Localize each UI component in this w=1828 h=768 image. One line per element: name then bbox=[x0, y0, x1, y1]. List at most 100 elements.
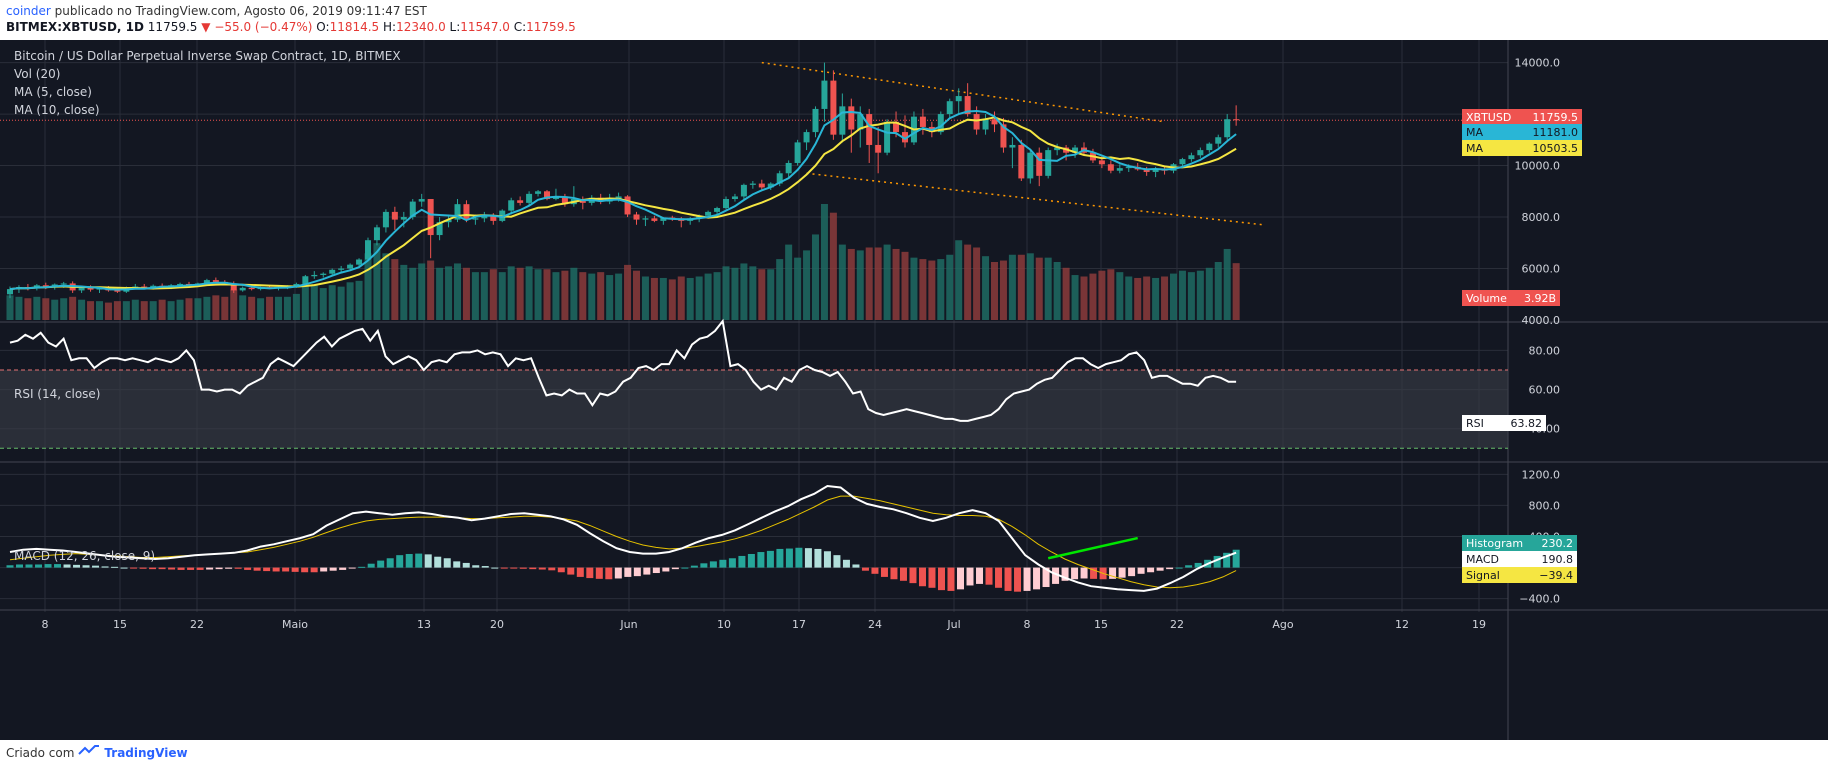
volume-bar bbox=[525, 266, 533, 320]
volume-bar bbox=[1089, 273, 1097, 320]
ma5-line bbox=[9, 109, 1237, 291]
time-tick-label: 19 bbox=[1472, 618, 1486, 631]
macd-histogram-bar bbox=[1147, 567, 1155, 573]
volume-bar bbox=[149, 301, 157, 320]
candle-body bbox=[723, 199, 729, 209]
macd-histogram-bar bbox=[871, 567, 879, 574]
candle-body bbox=[902, 132, 908, 143]
candle-body bbox=[1027, 152, 1034, 179]
rsi-tick-label: 60.00 bbox=[1529, 384, 1561, 397]
volume-bar bbox=[919, 259, 927, 320]
macd-histogram-bar bbox=[1071, 567, 1079, 580]
time-tick-label: 24 bbox=[868, 618, 882, 631]
legend-ma10: MA (10, close) bbox=[14, 103, 100, 117]
high-label: H: bbox=[383, 20, 397, 34]
author-link[interactable]: coinder bbox=[6, 4, 51, 18]
volume-bar bbox=[1116, 272, 1124, 320]
candle-body bbox=[87, 287, 94, 290]
macd-histogram-bar bbox=[833, 555, 841, 568]
volume-bar bbox=[24, 298, 32, 320]
trendline-lower bbox=[806, 172, 1264, 226]
volume-bar bbox=[740, 263, 748, 320]
candle-body bbox=[1206, 143, 1213, 151]
candle-body bbox=[973, 114, 980, 130]
candle-body bbox=[311, 274, 318, 277]
macd-histogram-bar bbox=[976, 567, 984, 584]
macd-histogram-bar bbox=[263, 567, 271, 572]
macd-histogram-bar bbox=[225, 567, 233, 569]
volume-bar bbox=[427, 260, 435, 320]
time-tick-label: 8 bbox=[1024, 618, 1031, 631]
macd-histogram-bar bbox=[567, 567, 575, 575]
volume-bar bbox=[1125, 276, 1133, 320]
rsi-line bbox=[9, 318, 1237, 422]
volume-tag-box bbox=[1462, 290, 1560, 306]
volume-bar bbox=[42, 298, 50, 320]
volume-bar bbox=[337, 286, 345, 320]
volume-bar bbox=[167, 301, 175, 320]
volume-bar bbox=[659, 277, 667, 320]
volume-bar bbox=[1071, 275, 1079, 320]
rsi-tag-value: 63.82 bbox=[1511, 417, 1543, 430]
macd-histogram-bar bbox=[766, 550, 774, 568]
volume-bar bbox=[480, 272, 488, 320]
macd-histogram-bar bbox=[386, 558, 394, 568]
macd-histogram-bar bbox=[434, 556, 442, 568]
volume-bar bbox=[212, 295, 220, 320]
volume-bar bbox=[695, 276, 703, 320]
volume-bar bbox=[713, 272, 721, 320]
macd-histogram-bar bbox=[1223, 552, 1231, 568]
candle-body bbox=[248, 287, 255, 290]
macd-histogram-bar bbox=[738, 555, 746, 568]
candle-body bbox=[651, 218, 658, 221]
open-value: 11814.5 bbox=[329, 20, 380, 34]
candle-body bbox=[445, 219, 452, 223]
symbol-info-line: BITMEX:XBTUSD, 1D 11759.5 ▼ −55.0 (−0.47… bbox=[6, 20, 576, 34]
volume-bar bbox=[1223, 248, 1231, 320]
tradingview-chart[interactable]: 14000.012000.010000.08000.06000.04000.08… bbox=[0, 40, 1828, 740]
macd-histogram-bar bbox=[966, 567, 974, 586]
candle-body bbox=[857, 114, 864, 130]
volume-bar bbox=[615, 273, 623, 320]
macd-histogram-bar bbox=[985, 567, 993, 585]
volume-bar bbox=[1152, 277, 1160, 320]
macd-histogram-bar bbox=[861, 567, 869, 571]
volume-bar bbox=[275, 296, 282, 320]
last-price: 11759.5 bbox=[147, 20, 198, 34]
macd-histogram-bar bbox=[1090, 567, 1098, 579]
candle-body bbox=[991, 119, 998, 125]
macd-histogram-bar bbox=[671, 567, 679, 570]
candle-body bbox=[382, 211, 389, 228]
volume-bar bbox=[1026, 253, 1034, 320]
price-tick-label: 10000.0 bbox=[1515, 160, 1561, 173]
candle-body bbox=[1197, 150, 1204, 156]
macd-histogram-bar bbox=[728, 558, 736, 568]
volume-bar bbox=[874, 247, 882, 320]
candle-body bbox=[320, 273, 327, 275]
macd-histogram-bar bbox=[776, 548, 784, 568]
volume-bar bbox=[1053, 262, 1061, 320]
candle-body bbox=[803, 132, 810, 143]
macd-histogram-bar bbox=[367, 563, 375, 568]
trendlines[interactable] bbox=[0, 61, 1508, 226]
macd-histogram-bar bbox=[92, 565, 100, 568]
volume-bar bbox=[1107, 269, 1115, 320]
macd-histogram-bar bbox=[443, 558, 451, 568]
macd-histogram-bar bbox=[1213, 555, 1221, 568]
candle-body bbox=[714, 208, 721, 212]
candle-body bbox=[42, 285, 49, 287]
candle-body bbox=[1098, 160, 1105, 165]
xbtusd-tag-label: XBTUSD bbox=[1466, 111, 1511, 124]
ma5-tag-label: MA bbox=[1466, 126, 1483, 139]
macd-histogram-bar bbox=[472, 565, 480, 568]
macd-histogram-bar bbox=[339, 567, 347, 570]
volume-bar bbox=[794, 257, 802, 320]
candle-body bbox=[1152, 168, 1159, 172]
macd-histogram-bar bbox=[633, 567, 641, 577]
macd-histogram-bar bbox=[624, 567, 632, 577]
moving-averages bbox=[9, 109, 1237, 291]
volume-bar bbox=[391, 259, 399, 320]
volume-bar bbox=[319, 288, 327, 320]
macd-histogram-bar bbox=[1137, 567, 1145, 574]
footer-brand[interactable]: TradingView bbox=[104, 745, 188, 760]
